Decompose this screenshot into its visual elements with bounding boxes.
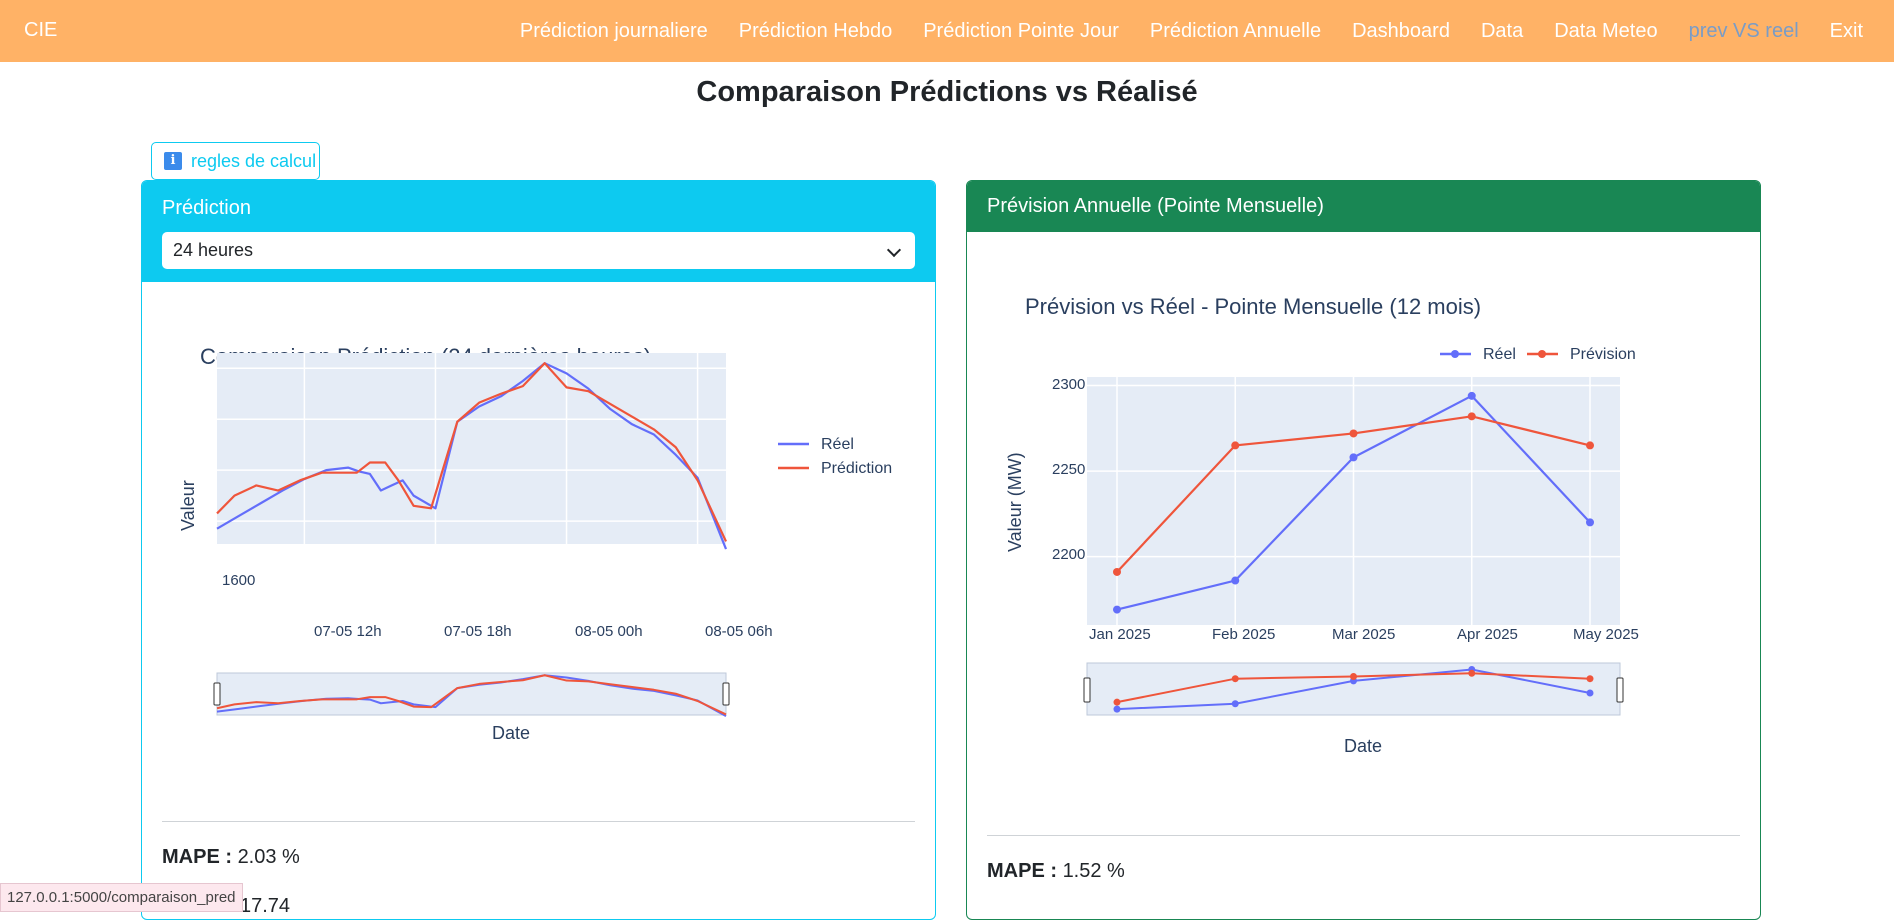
- chart2-rangeslider-point-prevision: [1231, 675, 1239, 683]
- chart2-ytick: 2250: [1052, 461, 1086, 478]
- navbar-brand[interactable]: CIE: [24, 19, 58, 41]
- chart1-xlabel: Date: [492, 723, 531, 743]
- nav-item-exit[interactable]: Exit: [1829, 19, 1863, 42]
- chart2-point-prevision: [1231, 441, 1240, 450]
- chart1-rangeslider-line-prediction: [216, 674, 727, 716]
- chart2-title: Prévision vs Réel - Pointe Mensuelle (12…: [1025, 294, 1482, 319]
- chart2-legend-reel-marker: [1451, 350, 1459, 358]
- chart2-xtick: Apr 2025: [1457, 626, 1518, 643]
- horizon-select-value: 24 heures: [173, 240, 254, 260]
- chart2-rangeslider-handle-left[interactable]: [1083, 677, 1091, 703]
- chart2-point-prevision: [1467, 412, 1476, 421]
- chart2-rangeslider-point-prevision: [1350, 672, 1357, 680]
- annual-forecast-card-title: Prévision Annuelle (Pointe Mensuelle): [987, 195, 1324, 217]
- rules-button[interactable]: i regles de calcul: [151, 142, 320, 180]
- horizon-select[interactable]: 24 heures: [162, 232, 915, 269]
- nav-item-data-meteo[interactable]: Data Meteo: [1554, 19, 1658, 42]
- chart1-legend-reel-label[interactable]: Réel: [821, 436, 854, 453]
- chart1-xtick: 07-05 12h: [314, 623, 382, 640]
- chart2-rangeslider-point-prevision: [1468, 669, 1476, 677]
- mape-value: 2.03 %: [237, 846, 300, 868]
- nav-item-prediction-hebdo[interactable]: Prédiction Hebdo: [738, 19, 893, 42]
- mape-label: MAPE :: [162, 846, 232, 868]
- chart1-xtick: 08-05 06h: [705, 623, 773, 640]
- prediction-card-title: Prédiction: [162, 197, 251, 219]
- divider: [987, 835, 1740, 836]
- chart2-xtick: Feb 2025: [1212, 626, 1276, 643]
- nav-menu: Prédiction journaliere Prédiction Hebdo …: [520, 0, 1894, 62]
- chart2-rangeslider-handle-right[interactable]: [1616, 677, 1624, 703]
- chart2-point-reel: [1349, 453, 1358, 462]
- annual-forecast-card: Prévision Annuelle (Pointe Mensuelle) Pr…: [966, 180, 1761, 920]
- chart2-legend-prevision-label[interactable]: Prévision: [1570, 346, 1636, 363]
- nav-item-prev-vs-reel[interactable]: prev VS reel: [1688, 19, 1799, 42]
- top-navbar: CIE Prédiction journaliere Prédiction He…: [0, 0, 1894, 62]
- prediction-card: Prédiction 24 heures Comparaison Prédict…: [141, 180, 936, 920]
- chart1-rangeslider-handle-right[interactable]: [722, 682, 730, 706]
- mape-value: 1.52 %: [1062, 860, 1125, 882]
- chart2-point-prevision: [1586, 441, 1594, 450]
- chart1-ytick: 1600: [222, 572, 256, 589]
- chart2-point-reel: [1231, 576, 1240, 585]
- mape-metric: MAPE : 2.03 %: [162, 846, 300, 869]
- nav-item-prediction-pointe-jour[interactable]: Prédiction Pointe Jour: [923, 19, 1119, 42]
- chart1-plot-background: [217, 353, 726, 544]
- annual-forecast-card-header: Prévision Annuelle (Pointe Mensuelle): [967, 181, 1760, 232]
- chart2-point-reel: [1586, 518, 1594, 527]
- mape-label: MAPE :: [987, 860, 1057, 882]
- chart2-point-reel: [1467, 391, 1476, 400]
- chart1-xtick: 08-05 00h: [575, 623, 643, 640]
- chart2-xtick: May 2025: [1573, 626, 1639, 643]
- chart2-ytick: 2300: [1052, 376, 1086, 393]
- chart2-xlabel: Date: [1344, 736, 1383, 756]
- chart2-rangeslider-point-prevision: [1586, 675, 1594, 683]
- mape-metric: MAPE : 1.52 %: [987, 860, 1125, 883]
- chart2-ytick: 2200: [1052, 546, 1086, 563]
- chart2-plot[interactable]: Réel Prévision: [967, 181, 1761, 920]
- divider: [162, 821, 915, 822]
- nav-item-data[interactable]: Data: [1480, 19, 1524, 42]
- chart1-series-line-prediction: [216, 362, 727, 542]
- page-title: Comparaison Prédictions vs Réalisé: [696, 76, 1198, 108]
- nav-item-dashboard[interactable]: Dashboard: [1352, 19, 1450, 42]
- chart2-rangeslider-point-reel: [1113, 705, 1121, 713]
- chart2-legend-prevision-marker: [1538, 350, 1546, 358]
- chart1-rangeslider: [216, 672, 727, 716]
- chart2-xtick: Jan 2025: [1089, 626, 1151, 643]
- nav-item-prediction-annuelle[interactable]: Prédiction Annuelle: [1149, 19, 1322, 42]
- chart2-legend-reel-label[interactable]: Réel: [1483, 346, 1516, 363]
- chart1-rangeslider-handle-left[interactable]: [213, 682, 221, 706]
- chart1-xtick: 07-05 18h: [444, 623, 512, 640]
- chart1-plot[interactable]: Réel Prédiction: [142, 181, 936, 920]
- chart2-rangeslider-point-reel: [1586, 689, 1594, 697]
- nav-item-prediction-journaliere[interactable]: Prédiction journaliere: [519, 19, 708, 42]
- chart2-rangeslider-point-reel: [1231, 700, 1239, 708]
- rules-button-label: regles de calcul: [191, 150, 317, 171]
- chart2-point-reel: [1113, 605, 1121, 614]
- prediction-card-header: Prédiction 24 heures: [142, 181, 935, 282]
- chart2-point-prevision: [1349, 429, 1358, 438]
- chart2-point-prevision: [1113, 567, 1121, 576]
- second-metric-value: 17.74: [240, 895, 291, 917]
- info-icon: i: [164, 152, 182, 170]
- chart2-xtick: Mar 2025: [1332, 626, 1396, 643]
- browser-status-bar: 127.0.0.1:5000/comparaison_pred: [0, 883, 243, 912]
- chart2-rangeslider-point-prevision: [1113, 698, 1121, 706]
- chart1-legend-prediction-label[interactable]: Prédiction: [821, 460, 892, 477]
